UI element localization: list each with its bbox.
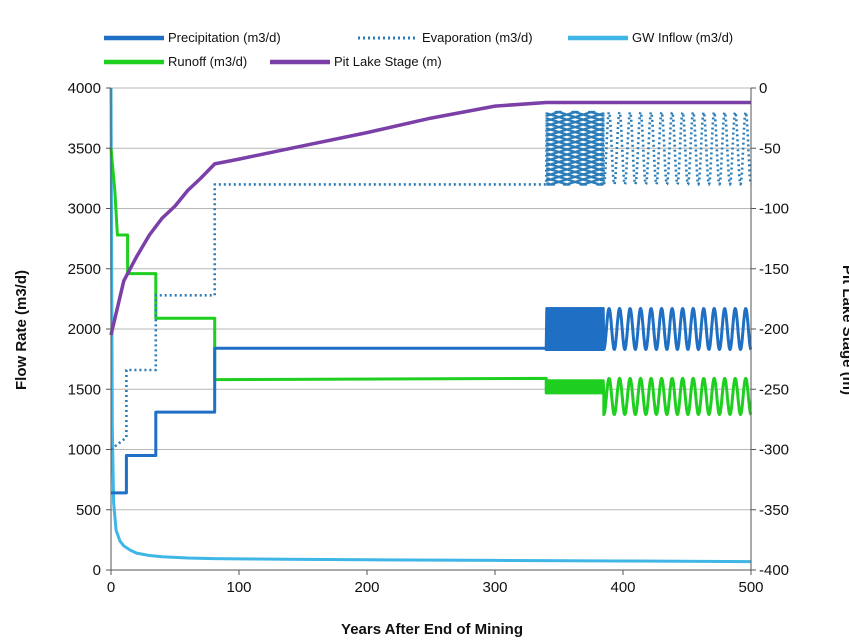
y2-tick-label-5: -250 <box>759 381 789 398</box>
y2-tick-label-3: -150 <box>759 261 789 278</box>
y-tick-label-3: 1500 <box>68 381 101 398</box>
grid-lines <box>111 87 751 571</box>
y-axis-title: Flow Rate (m3/d) <box>13 270 30 390</box>
series-line-precipitation <box>111 307 753 495</box>
y2-tick-label-8: -400 <box>759 562 789 579</box>
y-tick-label-1: 500 <box>76 502 101 519</box>
y-tick-label-4: 2000 <box>68 321 101 338</box>
x-tick-label-2: 200 <box>354 579 379 596</box>
series-line-runoff <box>109 148 753 417</box>
legend-label-runoff: Runoff (m3/d) <box>168 54 247 69</box>
x-tick-label-4: 400 <box>610 579 635 596</box>
x-tick-label-1: 100 <box>226 579 251 596</box>
legend-label-gw_inflow: GW Inflow (m3/d) <box>632 30 733 45</box>
y-tick-label-8: 4000 <box>68 80 101 97</box>
legend: Precipitation (m3/d) Evaporation (m3/d) GW… <box>104 30 733 69</box>
x-tick-label-0: 0 <box>107 579 115 596</box>
legend-label-stage: Pit Lake Stage (m) <box>334 54 442 69</box>
series-line-evaporation <box>110 110 753 451</box>
series-line-gw_inflow <box>109 87 752 564</box>
x-tick-label-5: 500 <box>738 579 763 596</box>
y-tick-label-0: 0 <box>93 562 101 579</box>
y2-tick-label-0: 0 <box>759 80 767 97</box>
y-tick-label-7: 3500 <box>68 140 101 157</box>
y2-tick-label-1: -50 <box>759 140 781 157</box>
y2-tick-label-6: -300 <box>759 442 789 459</box>
y-tick-label-5: 2500 <box>68 261 101 278</box>
y-tick-label-2: 1000 <box>68 442 101 459</box>
series-line-stage <box>109 100 751 336</box>
legend-label-precipitation: Precipitation (m3/d) <box>168 30 281 45</box>
legend-label-evaporation: Evaporation (m3/d) <box>422 30 533 45</box>
y2-tick-label-2: -100 <box>759 201 789 218</box>
x-axis-title: Years After End of Mining <box>341 621 523 638</box>
plot-series <box>109 87 753 564</box>
y-tick-label-6: 3000 <box>68 201 101 218</box>
y2-tick-label-4: -200 <box>759 321 789 338</box>
x-tick-label-3: 300 <box>482 579 507 596</box>
y2-tick-label-7: -350 <box>759 502 789 519</box>
y2-axis-title: Pit Lake Stage (m) <box>839 265 849 395</box>
